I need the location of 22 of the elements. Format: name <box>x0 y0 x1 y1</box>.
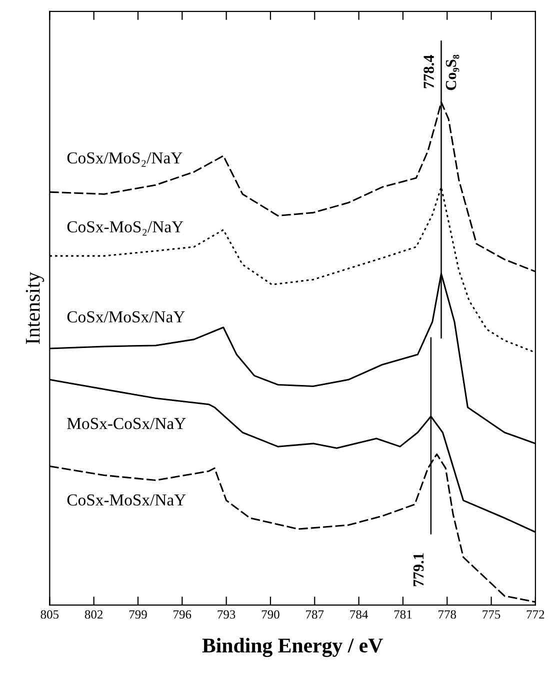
x-tick-label: 805 <box>40 610 59 619</box>
x-axis-title: Binding Energy / eV <box>202 638 383 657</box>
x-tick-label: 790 <box>262 610 280 619</box>
x-tick-label: 775 <box>482 610 500 619</box>
x-tick-label: 787 <box>306 610 324 619</box>
x-tick-label: 799 <box>129 610 147 619</box>
series-label: CoSx-MoSx/NaY <box>67 494 186 506</box>
series-label: CoSx-MoS₂/NaY <box>67 221 184 236</box>
annotation: Co₉S₈ <box>446 54 460 90</box>
series-label: CoSx/MoSx/NaY <box>67 311 185 322</box>
ref-line-label: 778.4 <box>424 54 434 88</box>
y-axis-title: Intensity <box>26 272 44 344</box>
x-tick-label: 802 <box>84 610 103 619</box>
series-label: CoSx/MoS₂/NaY <box>67 152 182 167</box>
x-tick-label: 781 <box>394 610 412 619</box>
x-tick-label: 793 <box>218 610 236 619</box>
ref-line-label: 779.1 <box>413 553 424 586</box>
x-tick-label: 778 <box>438 610 456 619</box>
x-tick-label: 772 <box>526 610 544 619</box>
x-tick-label: 784 <box>350 610 368 619</box>
x-tick-label: 796 <box>174 610 192 619</box>
series-label: MoSx-CoSx/NaY <box>67 418 186 430</box>
